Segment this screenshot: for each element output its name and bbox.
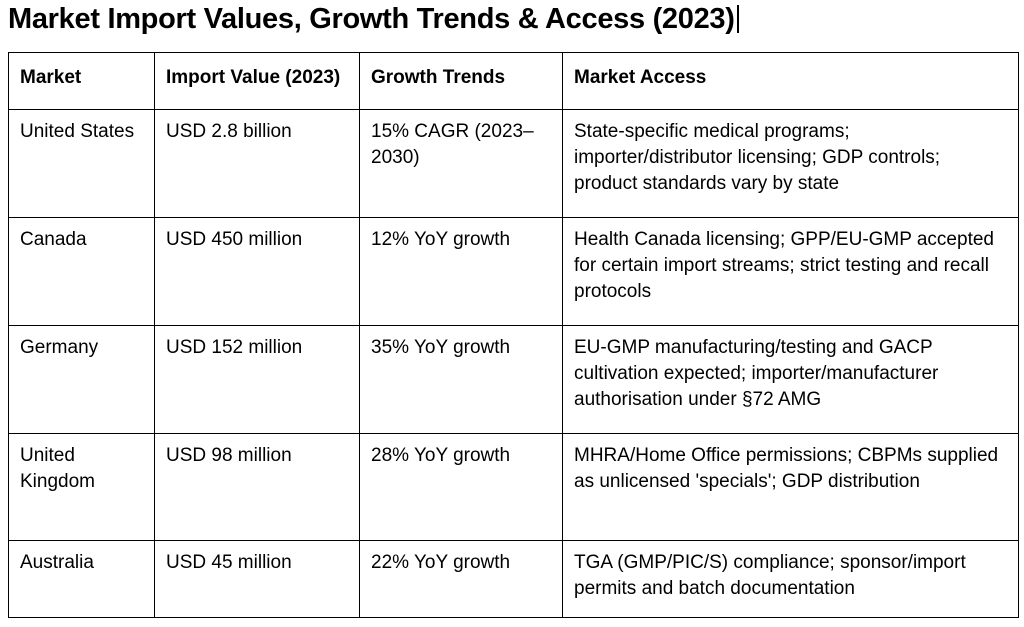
cell-market[interactable]: United States: [8, 109, 155, 218]
cell-market-access[interactable]: TGA (GMP/PIC/S) compliance; sponsor/impo…: [562, 540, 1019, 618]
cell-market-access[interactable]: EU-GMP manufacturing/testing and GACP cu…: [562, 325, 1019, 434]
cell-import-value[interactable]: USD 45 million: [154, 540, 360, 618]
cell-growth-trends[interactable]: 12% YoY growth: [359, 217, 563, 326]
cell-market-access[interactable]: State-specific medical programs; importe…: [562, 109, 1019, 218]
cell-import-value[interactable]: USD 450 million: [154, 217, 360, 326]
cell-market[interactable]: Australia: [8, 540, 155, 618]
cell-market-access[interactable]: Health Canada licensing; GPP/EU-GMP acce…: [562, 217, 1019, 326]
text-cursor: [736, 5, 739, 33]
header-cell-import-value[interactable]: Import Value (2023): [154, 52, 360, 110]
cell-import-value[interactable]: USD 2.8 billion: [154, 109, 360, 218]
table-row-germany: Germany USD 152 million 35% YoY growth E…: [8, 325, 1019, 434]
cell-growth-trends[interactable]: 35% YoY growth: [359, 325, 563, 434]
page-title-text: Market Import Values, Growth Trends & Ac…: [8, 3, 735, 35]
cell-import-value[interactable]: USD 152 million: [154, 325, 360, 434]
cell-import-value[interactable]: USD 98 million: [154, 433, 360, 541]
cell-market[interactable]: Germany: [8, 325, 155, 434]
table-header-row: Market Import Value (2023) Growth Trends…: [8, 52, 1019, 110]
cell-market-access[interactable]: MHRA/Home Office permissions; CBPMs supp…: [562, 433, 1019, 541]
cell-growth-trends[interactable]: 15% CAGR (2023–2030): [359, 109, 563, 218]
cell-market[interactable]: Canada: [8, 217, 155, 326]
table-row-canada: Canada USD 450 million 12% YoY growth He…: [8, 217, 1019, 326]
header-cell-market-access[interactable]: Market Access: [562, 52, 1019, 110]
table-row-australia: Australia USD 45 million 22% YoY growth …: [8, 540, 1019, 618]
cell-growth-trends[interactable]: 22% YoY growth: [359, 540, 563, 618]
table-row-united-states: United States USD 2.8 billion 15% CAGR (…: [8, 109, 1019, 218]
page-title[interactable]: Market Import Values, Growth Trends & Ac…: [8, 2, 1024, 36]
market-table: Market Import Value (2023) Growth Trends…: [8, 52, 1019, 618]
cell-market[interactable]: United Kingdom: [8, 433, 155, 541]
table-row-united-kingdom: United Kingdom USD 98 million 28% YoY gr…: [8, 433, 1019, 541]
header-cell-growth-trends[interactable]: Growth Trends: [359, 52, 563, 110]
cell-growth-trends[interactable]: 28% YoY growth: [359, 433, 563, 541]
header-cell-market[interactable]: Market: [8, 52, 155, 110]
